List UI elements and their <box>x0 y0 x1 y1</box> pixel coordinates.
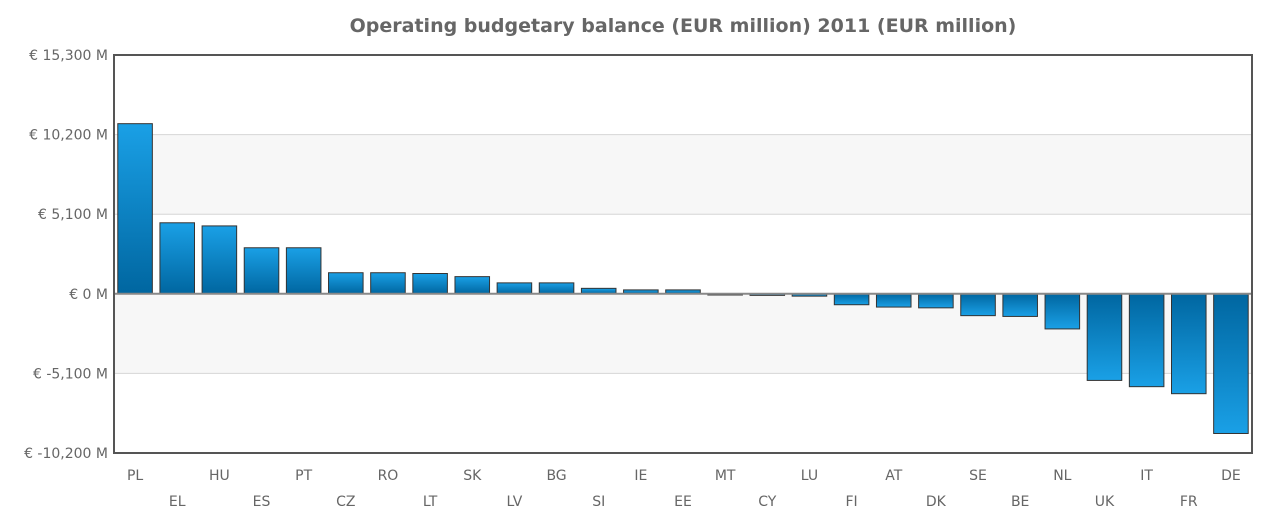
bar-es <box>243 247 280 295</box>
bar-ro <box>370 272 406 295</box>
category-label-hu: HU <box>209 468 230 484</box>
y-tick-label: € -10,200 M <box>24 446 108 462</box>
bar-fr <box>1171 293 1207 395</box>
y-tick-label: € -5,100 M <box>33 366 108 382</box>
bar-lt <box>412 273 448 295</box>
bar-se <box>960 293 996 317</box>
chart-title: Operating budgetary balance (EUR million… <box>350 15 1017 37</box>
bar-nl <box>1044 293 1081 330</box>
bar-dk <box>918 293 954 309</box>
category-label-at: AT <box>885 468 902 484</box>
category-label-cy: CY <box>758 494 777 510</box>
category-label-uk: UK <box>1095 494 1115 510</box>
category-label-se: SE <box>969 468 987 484</box>
category-label-fi: FI <box>845 494 857 510</box>
bar-bg <box>538 282 575 295</box>
bar-de <box>1213 293 1249 434</box>
bar-cz <box>328 272 364 295</box>
bar-sk <box>454 276 491 295</box>
category-label-el: EL <box>169 494 186 510</box>
category-label-si: SI <box>592 494 605 510</box>
bar-pt <box>285 247 322 295</box>
bar-fi <box>833 293 870 306</box>
category-label-lt: LT <box>423 494 438 510</box>
category-label-lu: LU <box>801 468 818 484</box>
bar-lv <box>496 282 533 295</box>
bar-it <box>1128 293 1165 388</box>
bar-uk <box>1086 293 1123 381</box>
bar-at <box>875 293 912 308</box>
y-tick-label: € 0 M <box>69 287 108 303</box>
y-tick-label: € 5,100 M <box>38 207 108 223</box>
category-label-cz: CZ <box>336 494 355 510</box>
category-label-fr: FR <box>1180 494 1198 510</box>
bar-be <box>1002 293 1038 317</box>
category-label-it: IT <box>1140 468 1153 484</box>
category-label-sk: SK <box>463 468 482 484</box>
category-label-bg: BG <box>546 468 566 484</box>
bar-pl <box>117 123 153 295</box>
category-label-ro: RO <box>378 468 399 484</box>
y-tick-label: € 15,300 M <box>29 48 108 64</box>
category-label-mt: MT <box>715 468 736 484</box>
category-label-lv: LV <box>506 494 522 510</box>
category-label-pt: PT <box>295 468 312 484</box>
grid-band <box>114 293 1252 374</box>
category-label-dk: DK <box>926 494 947 510</box>
grid-band <box>114 134 1252 215</box>
y-tick-label: € 10,200 M <box>29 128 108 144</box>
category-label-nl: NL <box>1053 468 1071 484</box>
category-label-pl: PL <box>127 468 143 484</box>
category-label-es: ES <box>253 494 271 510</box>
category-label-ie: IE <box>634 468 647 484</box>
bar-hu <box>201 225 238 295</box>
category-label-be: BE <box>1011 494 1029 510</box>
plot-frame <box>113 54 1253 454</box>
category-label-ee: EE <box>674 494 692 510</box>
bar-el <box>159 222 196 295</box>
category-label-de: DE <box>1221 468 1241 484</box>
